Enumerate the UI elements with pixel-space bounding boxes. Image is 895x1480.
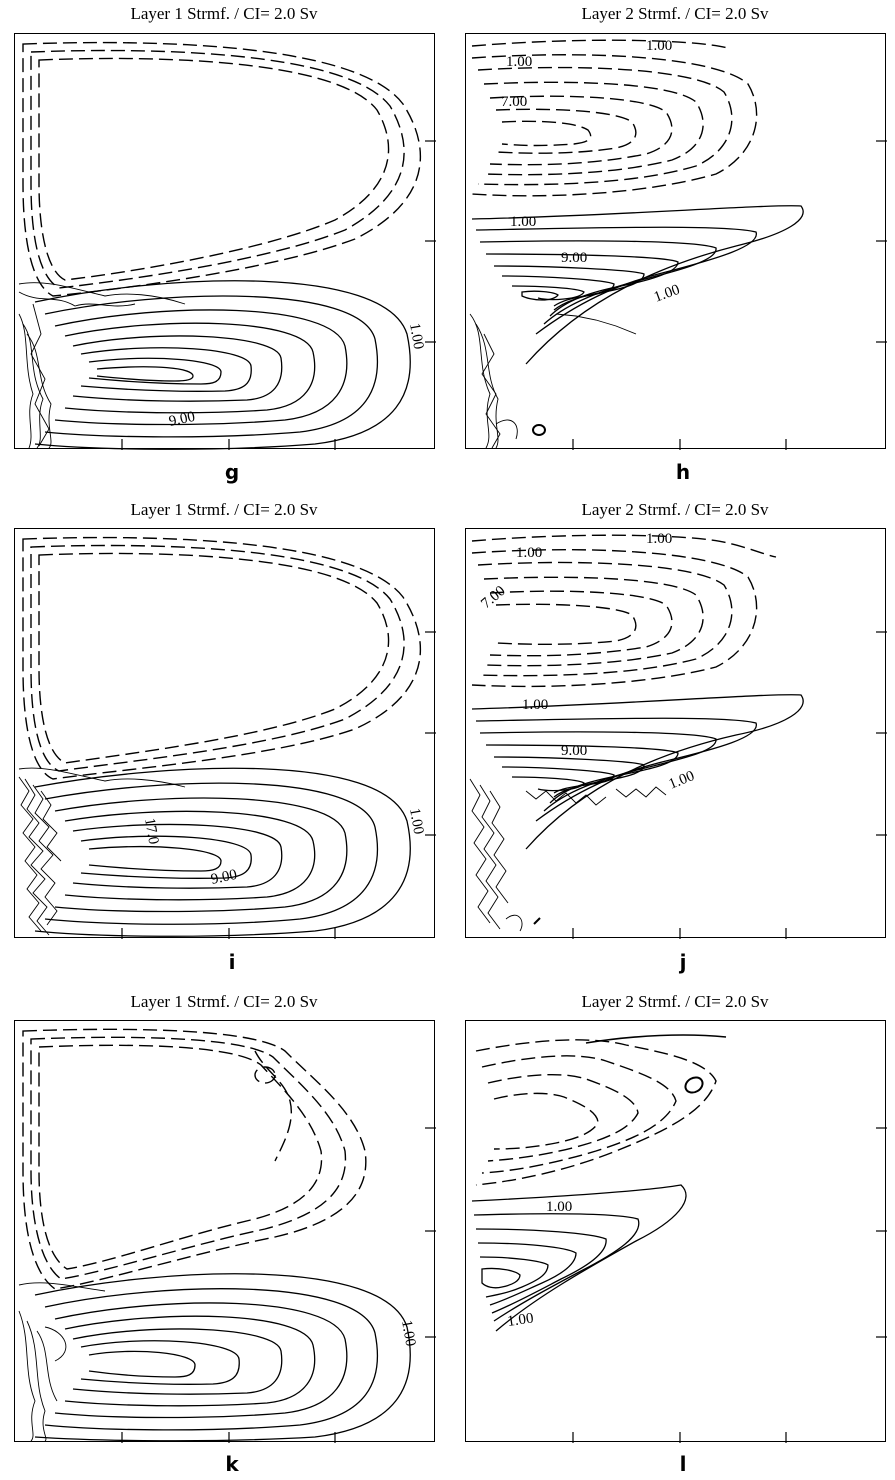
contour-label: 1.00 (406, 807, 426, 836)
contour-label: 9.00 (210, 867, 239, 888)
panel-title: Layer 2 Strmf. / CI= 2.0 Sv (581, 500, 769, 519)
panel-title: Layer 1 Strmf. / CI= 2.0 Sv (130, 4, 318, 23)
contour-label: 1.00 (406, 322, 426, 351)
contour-label: 1.00 (646, 531, 672, 547)
boundary-noise (469, 313, 637, 449)
contour-label: 9.00 (561, 743, 587, 759)
contour-label: 1.00 (516, 545, 542, 561)
contour-label: 1.00 (506, 1310, 534, 1329)
contour-label: 1.00 (546, 1199, 572, 1215)
panel-title: Layer 2 Strmf. / CI= 2.0 Sv (581, 992, 769, 1011)
panel-title: Layer 2 Strmf. / CI= 2.0 Sv (581, 4, 769, 23)
panel-letter: j (679, 950, 687, 974)
axis-ticks (572, 1127, 887, 1443)
positive-contours (471, 205, 804, 365)
contour-svg: 1.00 1.00 7.00 1.00 9.00 1.00 (469, 38, 887, 450)
panel-letter: h (675, 460, 691, 484)
negative-contours (475, 1039, 717, 1186)
contour-svg: 1.00 9.00 (18, 41, 436, 450)
contour-plot: 1.00 1.00 7.00 1.00 9.00 1.00 (465, 528, 887, 939)
boundary-noise (469, 778, 667, 932)
contour-label: 1.00 (510, 214, 536, 230)
contour-label: 1.00 (398, 1319, 418, 1348)
contour-mark (533, 917, 541, 925)
negative-contours (22, 1028, 367, 1290)
contour-svg: 1.00 17.0 9.00 (18, 536, 436, 939)
contour-label: 17.0 (141, 817, 161, 846)
contour-plot: 1.00 9.00 (14, 33, 436, 450)
contour-plot: 1.00 1.00 (465, 1020, 887, 1443)
negative-contours (471, 39, 758, 197)
panel-letter: g (224, 460, 240, 484)
contour-label: 7.00 (501, 94, 527, 110)
axis-ticks (121, 1127, 436, 1443)
contour-ring (532, 424, 546, 436)
contour-label: 9.00 (561, 250, 587, 266)
contour-plot: 1.00 1.00 7.00 1.00 9.00 1.00 (465, 33, 887, 450)
positive-contours (34, 767, 411, 937)
contour-label: 1.00 (652, 282, 682, 306)
axis-ticks (572, 140, 887, 450)
negative-contours (22, 536, 422, 780)
contour-svg: 1.00 1.00 (471, 1034, 887, 1443)
contour-svg: 1.00 (18, 1028, 436, 1443)
positive-contours (471, 1184, 687, 1332)
positive-contours (471, 694, 804, 850)
axis-ticks (121, 631, 436, 939)
contour-label: 7.00 (478, 583, 508, 612)
negative-contours (22, 41, 422, 297)
axis-ticks (572, 631, 887, 939)
contour-label: 1.00 (646, 38, 672, 54)
contour-plot: 1.00 17.0 9.00 (14, 528, 436, 939)
contour-svg: 1.00 1.00 7.00 1.00 9.00 1.00 (469, 531, 887, 939)
contour-label: 1.00 (506, 54, 532, 70)
panel-title: Layer 1 Strmf. / CI= 2.0 Sv (130, 992, 318, 1011)
boundary-noise (18, 767, 186, 936)
boundary-noise (18, 1282, 106, 1442)
contour-ring (684, 1076, 704, 1094)
contour-plot: 1.00 (14, 1020, 436, 1443)
negative-contours (471, 534, 777, 688)
panel-letter: i (228, 950, 236, 974)
contour-label: 1.00 (522, 697, 548, 713)
contour-line (585, 1034, 727, 1044)
panel-letter: l (679, 1452, 687, 1476)
contour-label: 1.00 (667, 768, 697, 793)
panel-letter: k (225, 1452, 239, 1476)
boundary-noise (18, 282, 186, 449)
positive-contours (34, 280, 411, 450)
axis-ticks (121, 140, 436, 450)
contour-label: 9.00 (168, 409, 197, 430)
panel-title: Layer 1 Strmf. / CI= 2.0 Sv (130, 500, 318, 519)
positive-contours (34, 1273, 411, 1442)
